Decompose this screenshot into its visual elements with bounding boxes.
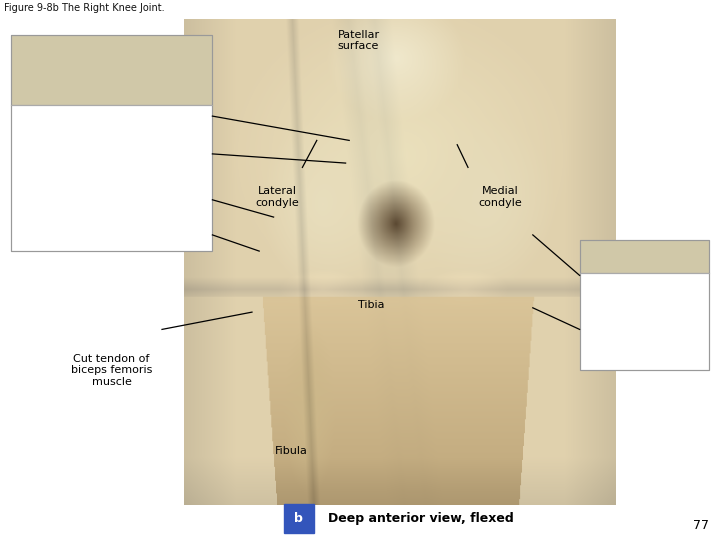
Text: b: b	[294, 512, 303, 525]
Text: Cut tendon of
biceps femoris
muscle: Cut tendon of biceps femoris muscle	[71, 354, 153, 387]
Bar	[11, 35, 212, 251]
Text: Menisci: Menisci	[585, 243, 638, 256]
Text: Posterior cruciate
ligament: Posterior cruciate ligament	[104, 70, 202, 92]
Text: Medial: Medial	[585, 277, 626, 290]
FancyBboxPatch shape	[284, 504, 314, 533]
Text: 77: 77	[693, 519, 709, 532]
FancyBboxPatch shape	[11, 35, 212, 105]
Text: Lateral
condyle: Lateral condyle	[256, 186, 299, 208]
Text: Tibia: Tibia	[358, 300, 384, 310]
Text: Deep anterior view, flexed: Deep anterior view, flexed	[328, 512, 513, 525]
Text: Ligaments that
Stabilize
the Knee Joint: Ligaments that Stabilize the Knee Joint	[19, 39, 126, 84]
Text: Figure 9-8b The Right Knee Joint.: Figure 9-8b The Right Knee Joint.	[4, 3, 164, 13]
Text: Anterior cruciate
ligament: Anterior cruciate ligament	[108, 120, 202, 141]
FancyBboxPatch shape	[580, 273, 709, 370]
Text: Lateral: Lateral	[585, 331, 629, 344]
Bar	[580, 240, 709, 370]
Text: Medial
condyle: Medial condyle	[479, 186, 522, 208]
Text: Fibula: Fibula	[275, 446, 308, 456]
Text: Patellar
surface: Patellar surface	[338, 30, 379, 51]
FancyBboxPatch shape	[11, 105, 212, 251]
Text: Tibial collateral
ligament: Tibial collateral ligament	[117, 171, 202, 193]
Text: Fibular collateral
ligament: Fibular collateral ligament	[109, 216, 202, 238]
FancyBboxPatch shape	[580, 240, 709, 273]
